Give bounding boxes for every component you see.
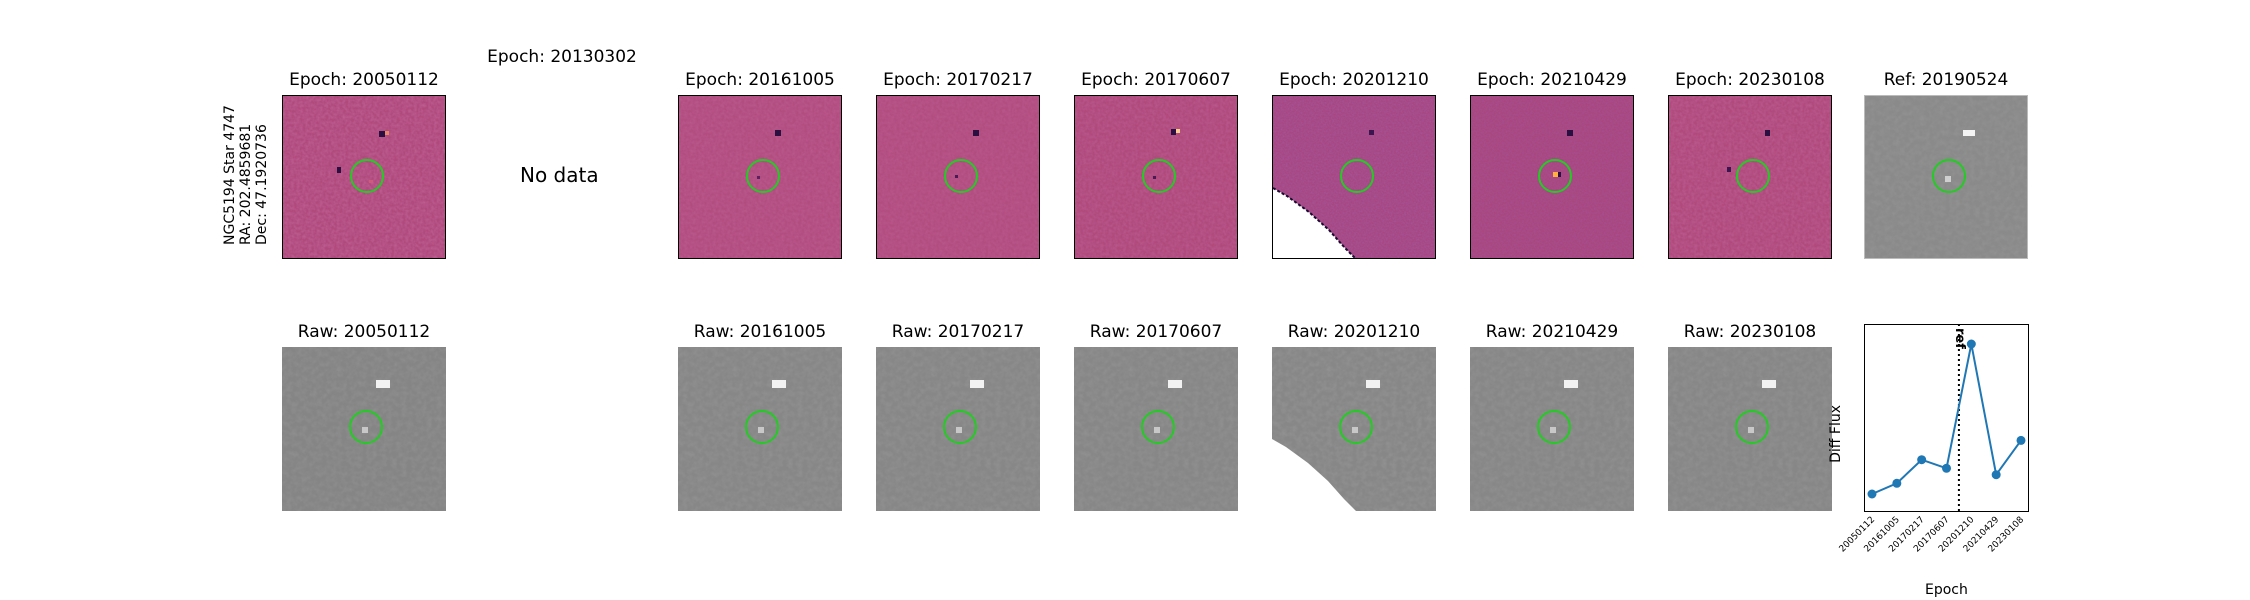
raw-image-20050112 xyxy=(282,347,446,511)
diff-image-20161005 xyxy=(678,95,842,259)
diff-title-6: Epoch: 20201210 xyxy=(1279,70,1429,90)
light-curve-chart: ref xyxy=(1864,324,2029,512)
target-name: NGC5194 Star 4747 xyxy=(222,105,238,245)
lc-point-20161005 xyxy=(1892,478,1902,488)
target-info-label: NGC5194 Star 4747 RA: 202.4859681 Dec: 4… xyxy=(222,105,270,245)
raw-title-5: Raw: 20201210 xyxy=(1287,322,1421,342)
diff-image-svg xyxy=(283,96,445,258)
diff-image-20201210 xyxy=(1272,95,1436,259)
raw-image-svg xyxy=(1074,347,1238,511)
diff-image-svg xyxy=(1075,96,1237,258)
raw-title-2: Raw: 20161005 xyxy=(693,322,827,342)
raw-image-20201210 xyxy=(1272,347,1436,511)
no-data-message: No data xyxy=(520,163,599,187)
diff-image-20170607 xyxy=(1074,95,1238,259)
raw-image-svg xyxy=(1668,347,1832,511)
raw-title-3: Raw: 20170217 xyxy=(891,322,1025,342)
diff-title-1: Epoch: 20050112 xyxy=(289,70,439,90)
raw-title-6: Raw: 20210429 xyxy=(1485,322,1619,342)
diff-image-svg xyxy=(1273,96,1435,258)
lc-frame xyxy=(1864,324,2029,512)
lc-point-20050112 xyxy=(1867,489,1877,499)
diff-title-5: Epoch: 20170607 xyxy=(1081,70,1231,90)
diff-image-20170217 xyxy=(876,95,1040,259)
ref-title: Ref: 20190524 xyxy=(1883,70,2009,90)
raw-image-svg xyxy=(1272,347,1436,511)
diff-image-20210429 xyxy=(1470,95,1634,259)
raw-image-20230108 xyxy=(1668,347,1832,511)
diff-title-2: Epoch: 20130302 xyxy=(487,47,637,67)
raw-image-svg xyxy=(1470,347,1634,511)
lc-point-20201210 xyxy=(1966,339,1976,349)
raw-image-20161005 xyxy=(678,347,842,511)
diff-image-svg xyxy=(877,96,1039,258)
diff-image-svg xyxy=(1669,96,1831,258)
diff-title-8: Epoch: 20230108 xyxy=(1675,70,1825,90)
lc-point-20230108 xyxy=(2016,435,2026,445)
target-dec: Dec: 47.1920736 xyxy=(254,124,270,245)
lc-point-20170217 xyxy=(1917,455,1927,465)
raw-title-4: Raw: 20170607 xyxy=(1089,322,1223,342)
lc-tick-labels: 2005011220161005201702172017060720201210… xyxy=(1838,515,2027,555)
ref-image-svg xyxy=(1865,96,2027,258)
lc-point-20210429 xyxy=(1991,470,2001,480)
diff-image-svg xyxy=(679,96,841,258)
diff-image-20050112 xyxy=(282,95,446,259)
raw-title-7: Raw: 20230108 xyxy=(1683,322,1817,342)
lc-series-group xyxy=(1867,339,2026,499)
lc-y-axis-label: Diff Flux xyxy=(1828,405,1844,463)
diff-title-3: Epoch: 20161005 xyxy=(685,70,835,90)
raw-title-1: Raw: 20050112 xyxy=(297,322,431,342)
lc-reference-label: ref xyxy=(1952,328,1967,349)
raw-image-20210429 xyxy=(1470,347,1634,511)
lc-x-axis-label: Epoch xyxy=(1925,582,1968,598)
ref-image-20190524 xyxy=(1864,95,2028,259)
diff-image-svg xyxy=(1471,96,1633,258)
lc-reference-group: ref xyxy=(1952,324,1967,512)
diff-title-7: Epoch: 20210429 xyxy=(1477,70,1627,90)
target-ra: RA: 202.4859681 xyxy=(238,123,254,245)
raw-image-svg xyxy=(678,347,842,511)
raw-image-svg xyxy=(876,347,1040,511)
raw-image-20170217 xyxy=(876,347,1040,511)
diff-image-20230108 xyxy=(1668,95,1832,259)
diff-title-4: Epoch: 20170217 xyxy=(883,70,1033,90)
lc-point-20170607 xyxy=(1942,463,1951,473)
raw-image-20170607 xyxy=(1074,347,1238,511)
raw-image-svg xyxy=(282,347,446,511)
